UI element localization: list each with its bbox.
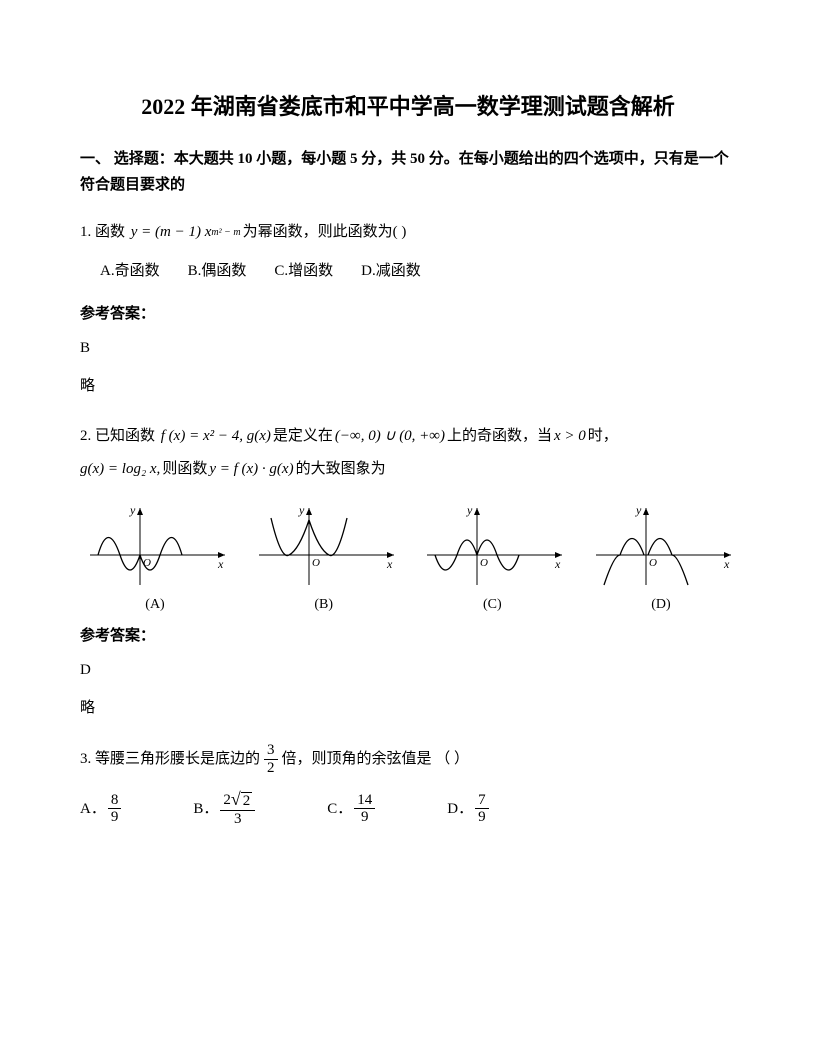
svg-text:O: O — [480, 557, 488, 569]
q2-domain: (−∞, 0) ∪ (0, +∞) — [335, 420, 445, 453]
q1-answer: B — [80, 336, 736, 360]
graph-b-svg: y x O — [249, 500, 399, 590]
graph-d-label: (D) — [651, 594, 670, 616]
question-1: 1. 函数 y = (m − 1) xm² − m 为幂函数，则此函数为( ) … — [80, 216, 736, 288]
q1-option-c: C.增函数 — [274, 255, 333, 288]
q2-f2: g(x) = log₂ x, — [80, 453, 160, 486]
svg-text:O: O — [143, 557, 151, 569]
graph-d-svg: y x O — [586, 500, 736, 590]
graph-d: y x O (D) — [586, 500, 736, 616]
section-header: 一、 选择题：本大题共 10 小题，每小题 5 分，共 50 分。在每小题给出的… — [80, 147, 736, 198]
q2-answer-label: 参考答案： — [80, 624, 736, 648]
graph-a-label: (A) — [145, 594, 164, 616]
q2-mid5: 的大致图象为 — [296, 453, 386, 486]
page-title: 2022 年湖南省娄底市和平中学高一数学理测试题含解析 — [80, 90, 736, 123]
q3-option-a: A． 8 9 — [80, 792, 123, 826]
q3-option-d: D． 7 9 — [447, 792, 490, 826]
svg-text:O: O — [312, 557, 320, 569]
q2-mid3: 时， — [588, 420, 618, 453]
q3-frac1: 3 2 — [264, 742, 278, 776]
svg-text:y: y — [635, 503, 642, 517]
q3-options: A． 8 9 B． 2√2 3 C． 14 9 D． 7 9 — [80, 790, 736, 827]
svg-text:O: O — [649, 557, 657, 569]
q1-answer-label: 参考答案： — [80, 302, 736, 326]
q1-mid: 为幂函数，则此函数为( ) — [243, 216, 407, 249]
q1-formula-base: y = (m − 1) x — [131, 216, 212, 249]
q2-f1: f (x) = x² − 4, g(x) — [157, 420, 271, 453]
q2-prefix: 2. 已知函数 — [80, 420, 155, 453]
q1-option-b: B.偶函数 — [188, 255, 247, 288]
graph-b: y x O (B) — [249, 500, 399, 616]
q2-mid1: 是定义在 — [273, 420, 333, 453]
q2-mid2: 上的奇函数，当 — [447, 420, 552, 453]
graph-c: y x O (C) — [417, 500, 567, 616]
q3-option-b: B． 2√2 3 — [193, 790, 257, 827]
q1-option-a: A.奇函数 — [100, 255, 160, 288]
q2-f3: y = f (x) · g(x) — [209, 453, 293, 486]
svg-text:y: y — [298, 503, 305, 517]
question-2: 2. 已知函数 f (x) = x² − 4, g(x) 是定义在 (−∞, 0… — [80, 420, 736, 486]
graph-c-svg: y x O — [417, 500, 567, 590]
svg-text:y: y — [466, 503, 473, 517]
q2-answer: D — [80, 658, 736, 682]
q1-explain: 略 — [80, 374, 736, 398]
q2-explain: 略 — [80, 696, 736, 720]
svg-text:x: x — [386, 557, 393, 571]
svg-text:y: y — [129, 503, 136, 517]
q3-option-c: C． 14 9 — [327, 792, 377, 826]
svg-text:x: x — [554, 557, 561, 571]
graph-b-label: (B) — [314, 594, 333, 616]
q3-prefix: 3. 等腰三角形腰长是底边的 — [80, 743, 260, 776]
svg-text:x: x — [217, 557, 224, 571]
question-3: 3. 等腰三角形腰长是底边的 3 2 倍，则顶角的余弦值是 （ ） — [80, 742, 736, 776]
graph-a-svg: y x O — [80, 500, 230, 590]
graph-a: y x O (A) — [80, 500, 230, 616]
graphs-row: y x O (A) y x O (B) y x — [80, 500, 736, 616]
q2-cond: x > 0 — [554, 420, 586, 453]
q1-option-d: D.减函数 — [361, 255, 421, 288]
q1-formula-exp: m² − m — [211, 222, 240, 244]
svg-text:x: x — [723, 557, 730, 571]
q1-prefix: 1. 函数 — [80, 216, 125, 249]
q3-mid: 倍，则顶角的余弦值是 （ ） — [282, 743, 470, 776]
graph-c-label: (C) — [483, 594, 502, 616]
q1-formula: y = (m − 1) xm² − m — [127, 216, 241, 249]
q2-mid4: 则函数 — [162, 453, 207, 486]
